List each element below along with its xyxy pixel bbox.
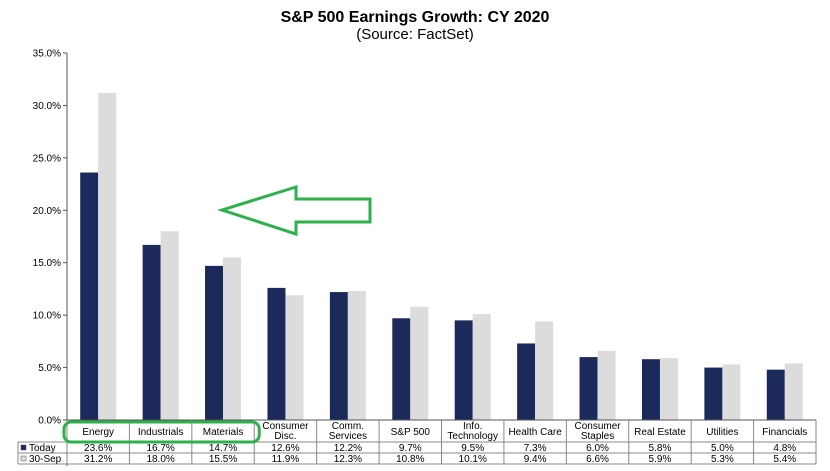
bar-30-sep xyxy=(285,295,304,420)
x-category-label: Staples xyxy=(581,431,614,442)
bar-30-sep xyxy=(784,363,803,420)
bar-today xyxy=(142,244,161,420)
data-label: 10.1% xyxy=(459,454,487,465)
data-label: 5.4% xyxy=(773,454,796,465)
bar-30-sep xyxy=(347,291,366,420)
data-label: 9.7% xyxy=(399,443,422,454)
bar-30-sep xyxy=(535,321,554,420)
data-label: 10.8% xyxy=(396,454,424,465)
bar-30-sep xyxy=(98,92,117,421)
bar-30-sep xyxy=(160,231,179,420)
y-tick-label: 10.0% xyxy=(33,311,61,322)
data-label: 5.9% xyxy=(649,454,672,465)
x-category-label: Industrials xyxy=(138,427,184,438)
legend-key-today xyxy=(20,444,27,451)
data-label: 16.7% xyxy=(146,443,174,454)
chart-title: S&P 500 Earnings Growth: CY 2020 xyxy=(281,9,550,26)
data-label: 6.0% xyxy=(586,443,609,454)
bar-today xyxy=(454,320,473,420)
axes: 0.0% 5.0% 10.0% 15.0% 20.0% 25.0% 30.0% 35.0% xyxy=(33,49,68,466)
bars xyxy=(80,92,803,421)
data-label: 4.8% xyxy=(773,443,796,454)
x-category-label: Consumer xyxy=(574,421,621,432)
data-label: 23.6% xyxy=(84,443,112,454)
bar-today xyxy=(517,343,536,420)
x-category-label: S&P 500 xyxy=(391,427,431,438)
legend-label: Today xyxy=(29,443,56,454)
y-tick-label: 15.0% xyxy=(33,258,61,269)
data-label: 5.0% xyxy=(711,443,734,454)
bar-today xyxy=(80,172,99,420)
x-category-label: Info. xyxy=(463,421,482,432)
annotations xyxy=(62,184,372,444)
legend-label: 30-Sep xyxy=(29,454,62,465)
highlight-arrow xyxy=(217,184,372,237)
bar-today xyxy=(766,369,785,420)
x-category-label: Disc. xyxy=(274,431,296,442)
data-label: 12.3% xyxy=(334,454,362,465)
data-label: 9.4% xyxy=(524,454,547,465)
x-category-label: Energy xyxy=(82,427,114,438)
x-category-label: Technology xyxy=(447,431,498,442)
x-category-label: Comm. xyxy=(332,421,364,432)
bar-today xyxy=(704,367,723,420)
y-tick-label: 35.0% xyxy=(33,49,61,60)
bar-today xyxy=(329,292,348,420)
data-label: 5.3% xyxy=(711,454,734,465)
x-category-label: Health Care xyxy=(508,427,562,438)
bar-30-sep xyxy=(597,350,616,420)
bar-today xyxy=(205,265,224,420)
x-category-label: Consumer xyxy=(262,421,309,432)
x-category-label: Materials xyxy=(203,427,244,438)
bar-today xyxy=(267,287,286,420)
data-label: 11.9% xyxy=(272,454,300,465)
y-tick-label: 0.0% xyxy=(38,416,61,427)
data-label: 6.6% xyxy=(586,454,609,465)
bar-30-sep xyxy=(410,306,429,420)
data-label: 5.8% xyxy=(649,443,672,454)
y-tick-label: 5.0% xyxy=(38,363,61,374)
data-label: 18.0% xyxy=(146,454,174,465)
x-category-label: Real Estate xyxy=(634,427,686,438)
y-tick-label: 25.0% xyxy=(33,153,61,164)
x-category-label: Services xyxy=(329,431,367,442)
legend-key-30-sep xyxy=(20,455,27,462)
data-label: 15.5% xyxy=(209,454,237,465)
bar-30-sep xyxy=(223,257,242,420)
data-label: 7.3% xyxy=(524,443,547,454)
y-tick-label: 30.0% xyxy=(33,101,61,112)
x-category-label: Utilities xyxy=(706,427,738,438)
bar-today xyxy=(579,357,598,420)
bar-30-sep xyxy=(722,364,741,420)
x-category-label: Financials xyxy=(762,427,807,438)
data-label: 31.2% xyxy=(84,454,112,465)
y-tick-label: 20.0% xyxy=(33,206,61,217)
bar-today xyxy=(641,359,660,420)
highlight-box xyxy=(62,420,261,444)
data-label: 14.7% xyxy=(209,443,237,454)
data-label: 9.5% xyxy=(461,443,484,454)
bar-30-sep xyxy=(659,358,678,420)
bar-30-sep xyxy=(472,314,491,420)
chart-subtitle: (Source: FactSet) xyxy=(356,26,474,43)
data-label: 12.2% xyxy=(334,443,362,454)
bar-today xyxy=(392,318,411,420)
data-label: 12.6% xyxy=(271,443,299,454)
